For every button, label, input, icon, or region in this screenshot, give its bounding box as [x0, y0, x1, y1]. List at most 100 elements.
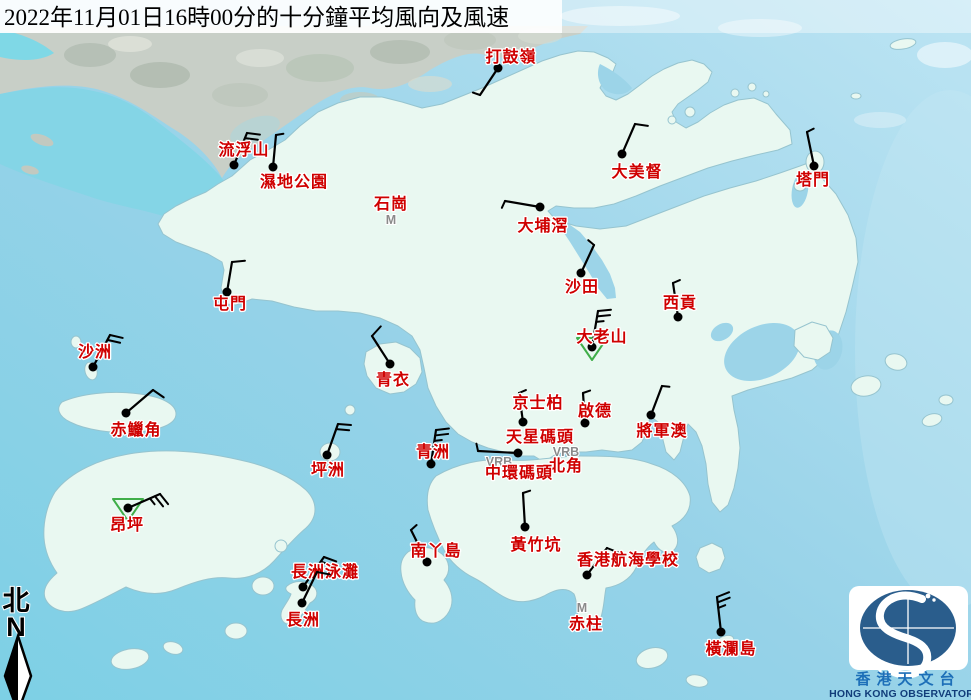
station-label: 赤鱲角 — [110, 420, 161, 439]
station-dot — [229, 160, 239, 170]
shek-kwu-chau-island — [224, 622, 248, 640]
wind-barb-stem — [271, 133, 278, 169]
wind-barb-stem — [409, 528, 429, 564]
station-昂坪: 昂坪 — [109, 492, 170, 535]
station-dot — [222, 287, 232, 297]
station-赤柱: M赤柱 — [568, 600, 604, 634]
station-label: 大老山 — [576, 327, 627, 346]
station-dot — [518, 417, 528, 427]
wind-barb-stem — [517, 391, 525, 424]
wind-barb-tick-half — [410, 524, 418, 531]
station-dot — [422, 557, 432, 567]
logo-name-zh: 香港天文台 — [855, 670, 960, 688]
station-label: 北角 — [549, 456, 583, 475]
station-dot — [576, 268, 586, 278]
station-濕地公園: 濕地公園 — [259, 132, 328, 192]
tung-lung-island — [695, 542, 726, 574]
crooked-islet — [730, 88, 740, 98]
station-label: 沙田 — [565, 278, 599, 296]
station-青衣: 青衣 — [370, 325, 410, 390]
station-石崗: M石崗 — [372, 193, 409, 228]
wind-barb-tick-half — [587, 239, 595, 246]
station-label: 黃竹坑 — [509, 535, 561, 554]
station-label: 京士柏 — [512, 393, 563, 412]
compass-label-n: N — [6, 612, 26, 642]
station-dot — [580, 418, 590, 428]
wind-barb-stem — [370, 334, 392, 366]
kau-sai-chau-island — [793, 321, 834, 361]
soko-islet — [162, 641, 184, 655]
wind-barb-tick-full — [231, 259, 246, 263]
station-label: 塔門 — [796, 170, 830, 189]
ping-chau-island — [889, 38, 917, 50]
station-沙洲: 沙洲 — [77, 333, 124, 372]
wind-barb-tick-half — [471, 91, 481, 96]
station-dot — [322, 450, 332, 460]
po-toi-island — [635, 646, 669, 670]
wind-barb-stem — [476, 449, 520, 455]
wind-barb-tick-full — [243, 137, 259, 141]
station-label: 將軍澳 — [636, 421, 687, 440]
wind-barb-tick-half — [522, 489, 532, 494]
station-dot — [426, 459, 436, 469]
station-流浮山: 流浮山 — [217, 131, 270, 170]
wind-barb-stem — [124, 388, 155, 415]
station-啟德: 啟德 — [577, 389, 612, 428]
station-dot — [809, 161, 819, 171]
ninepin-island — [921, 413, 943, 427]
wind-barb-tick-half — [518, 389, 527, 394]
station-打鼓嶺: 打鼓嶺 — [471, 46, 537, 97]
wind-barb-tick-full — [246, 132, 261, 136]
logo-name-en: HONG KONG OBSERVATORY — [829, 688, 971, 700]
lantau-island — [43, 450, 316, 612]
po-toi-islet — [685, 674, 709, 688]
station-dot — [535, 202, 545, 212]
wind-barb-stem — [503, 199, 542, 209]
station-長洲: 長洲 — [285, 570, 331, 630]
calm-triangle-icon — [112, 498, 144, 522]
station-橫瀾島: 橫瀾島 — [704, 591, 757, 659]
tsing-yi-island — [363, 341, 423, 395]
station-label: 大美督 — [611, 162, 662, 181]
station-dot — [385, 359, 395, 369]
station-label: 打鼓嶺 — [485, 47, 536, 66]
wind-barb-stem — [579, 243, 596, 275]
station-dot — [646, 410, 656, 420]
station-label: 西貢 — [663, 294, 697, 312]
station-dot — [88, 362, 98, 372]
wind-barb-tick-full — [597, 308, 612, 312]
wind-barb-tick-half — [433, 439, 443, 442]
station-data-note: M — [577, 601, 587, 615]
station-label: 啟德 — [578, 401, 612, 420]
sha-tin-inlet-water — [562, 222, 616, 299]
station-label: 昂坪 — [110, 516, 144, 534]
islands — [43, 38, 954, 688]
wind-barb-tick-full — [716, 596, 731, 604]
wind-barb-tick-full — [106, 338, 122, 344]
soko-island — [110, 648, 150, 670]
calm-triangle-icon — [576, 337, 608, 361]
station-坪洲: 坪洲 — [310, 422, 352, 480]
ma-wan-island — [344, 404, 356, 416]
wind-barb-stem — [225, 260, 234, 294]
wind-barb-tick-full — [159, 493, 170, 506]
station-京士柏: 京士柏 — [511, 389, 564, 427]
station-dot — [582, 570, 592, 580]
wind-barb-stem — [805, 130, 816, 168]
wind-barb-tick-half — [582, 389, 592, 394]
station-label: 香港航海學校 — [576, 550, 679, 569]
bay-islet — [21, 165, 39, 175]
wind-barb-tick-half — [595, 320, 605, 323]
wind-barb-tick-half — [717, 604, 727, 609]
station-label: 青洲 — [416, 442, 450, 461]
hong-kong-island — [426, 455, 691, 630]
station-label: 天星碼頭 — [506, 428, 574, 446]
wind-barb-stem — [671, 281, 680, 319]
mirs-bay-islet — [850, 92, 862, 100]
wind-barb-tick-full — [153, 495, 165, 508]
station-大美督: 大美督 — [610, 122, 663, 182]
station-label: 長洲 — [286, 611, 320, 629]
